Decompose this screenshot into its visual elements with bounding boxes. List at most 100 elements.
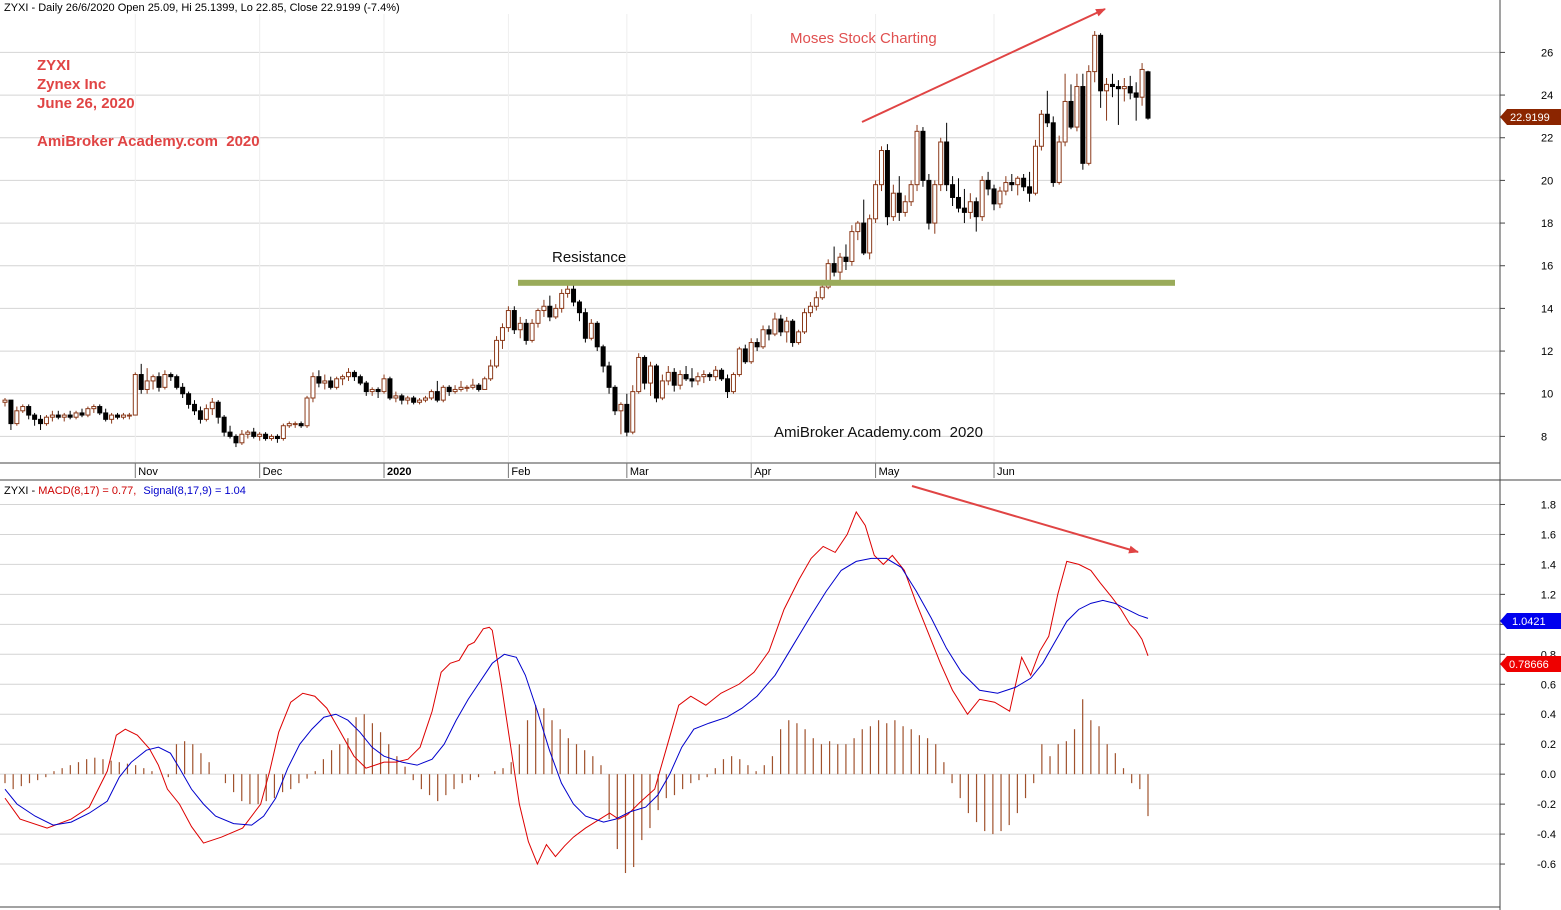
candle-down <box>624 403 630 433</box>
month-label: Dec <box>263 466 283 478</box>
candle-up <box>1074 86 1080 128</box>
candle-up <box>120 414 126 418</box>
month-label: Nov <box>138 466 158 478</box>
candle-up <box>1062 100 1068 143</box>
candle-up <box>280 425 286 440</box>
macd-tick-label: 0.4 <box>1541 709 1556 721</box>
candle-up <box>1056 141 1062 184</box>
price-tick-label: 20 <box>1541 175 1553 187</box>
candle-up <box>428 391 434 399</box>
candle-down <box>38 418 44 425</box>
candle-down <box>357 376 363 384</box>
candle-up <box>150 376 156 382</box>
macd-tick-label: 0.0 <box>1541 769 1556 781</box>
candle-down <box>884 150 890 218</box>
candle-down <box>861 222 867 254</box>
candle-up <box>784 320 790 333</box>
candle-up <box>257 433 263 437</box>
month-label: Jun <box>997 466 1015 478</box>
candle-up <box>310 376 316 399</box>
candle-down <box>375 388 381 393</box>
price-tick-label: 24 <box>1541 90 1553 102</box>
candle-up <box>209 401 215 410</box>
macd-tick-label: 1.8 <box>1541 499 1556 511</box>
candle-up <box>701 374 707 378</box>
annotation-date: June 26, 2020 <box>37 95 135 112</box>
annotation-ticker: ZYXI <box>37 57 70 74</box>
candle-up <box>458 386 464 390</box>
annotation-watermark-mid: AmiBroker Academy.com 2020 <box>774 424 983 441</box>
candle-down <box>221 416 227 433</box>
candle-down <box>32 414 38 420</box>
candle-up <box>760 329 766 348</box>
candlestick-series <box>2 31 1151 448</box>
candle-down <box>1145 71 1151 119</box>
candle-up <box>979 179 985 218</box>
candle-up <box>588 322 594 339</box>
candle-up <box>997 190 1003 205</box>
candle-up <box>878 150 884 186</box>
candle-down <box>719 369 725 380</box>
candle-up <box>109 414 115 420</box>
candle-up <box>239 433 245 444</box>
candle-up <box>340 376 346 380</box>
annotation-resistance: Resistance <box>552 249 626 266</box>
candle-up <box>807 305 813 314</box>
candle-up <box>43 416 49 425</box>
candle-down <box>606 365 612 388</box>
candle-up <box>334 378 340 388</box>
candle-up <box>565 288 571 294</box>
month-label: Feb <box>511 466 530 478</box>
month-label: Apr <box>754 466 771 478</box>
candle-up <box>20 406 26 412</box>
annotation-watermark-top: AmiBroker Academy.com 2020 <box>37 133 260 150</box>
candle-down <box>689 378 695 382</box>
price-tick-label: 10 <box>1541 389 1553 401</box>
candle-up <box>1032 145 1038 194</box>
candle-up <box>1086 71 1092 164</box>
candle-up <box>553 307 559 318</box>
month-label: Mar <box>630 466 649 478</box>
candle-down <box>896 192 902 213</box>
price-tick-label: 12 <box>1541 346 1553 358</box>
candle-down <box>1080 86 1086 164</box>
candle-down <box>547 305 553 318</box>
candle-down <box>316 376 322 384</box>
candle-up <box>713 369 719 378</box>
candle-up <box>837 256 843 273</box>
divergence-arrow <box>911 485 1139 554</box>
candle-down <box>411 397 417 403</box>
candle-down <box>263 433 269 440</box>
candle-up <box>2 399 8 403</box>
candle-up <box>796 331 802 344</box>
candle-down <box>653 365 659 399</box>
candle-down <box>926 179 932 224</box>
candle-up <box>967 201 973 213</box>
candle-down <box>1109 83 1115 88</box>
candle-down <box>251 431 257 437</box>
candle-up <box>529 322 535 341</box>
candle-up <box>440 386 446 401</box>
candle-down <box>671 371 677 386</box>
candle-up <box>369 388 375 393</box>
candle-down <box>742 348 748 363</box>
candle-up <box>393 395 399 399</box>
candle-up <box>1139 68 1145 98</box>
candle-down <box>642 356 648 384</box>
macd-value-badge: 0.78666 <box>1500 656 1561 672</box>
signal-value: 1.0421 <box>1512 616 1546 628</box>
candle-up <box>819 286 825 299</box>
month-label: 2020 <box>387 466 411 478</box>
resistance-line <box>518 279 1175 286</box>
macd-header-prefix: ZYXI - <box>4 485 38 497</box>
price-tick-label: 26 <box>1541 47 1553 59</box>
header-info: ZYXI - Daily 26/6/2020 Open 25.09, Hi 25… <box>4 2 400 14</box>
uptrend-arrow <box>861 8 1106 123</box>
candle-up <box>677 374 683 386</box>
candle-up <box>499 327 505 341</box>
candle-down <box>725 378 731 393</box>
candle-down <box>138 374 144 390</box>
candle-down <box>476 384 482 390</box>
candle-down <box>778 318 784 333</box>
